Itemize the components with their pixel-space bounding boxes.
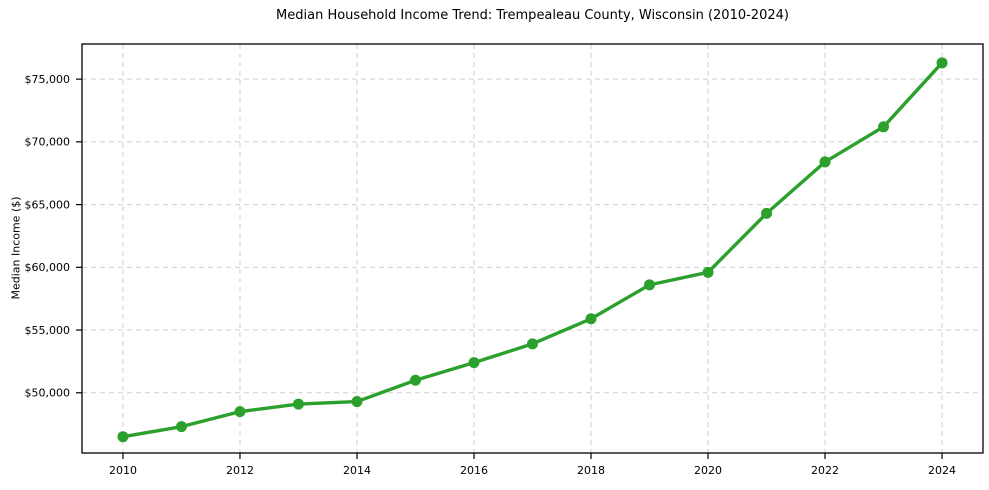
x-tick-label: 2022 xyxy=(811,464,839,477)
data-point-marker xyxy=(292,398,304,410)
data-point-marker xyxy=(175,421,187,433)
data-point-marker xyxy=(585,313,597,325)
x-tick-label: 2016 xyxy=(460,464,488,477)
trend-line xyxy=(121,61,944,439)
y-tick-label: $55,000 xyxy=(25,324,71,337)
y-tick-label: $60,000 xyxy=(25,261,71,274)
y-tick-label: $65,000 xyxy=(25,198,71,211)
data-point-marker xyxy=(468,357,480,369)
data-point-marker xyxy=(819,156,831,168)
data-point-marker xyxy=(409,374,421,386)
y-tick-label: $50,000 xyxy=(25,387,71,400)
data-point-marker xyxy=(234,406,246,418)
data-point-marker xyxy=(878,121,890,133)
x-tick-label: 2014 xyxy=(343,464,371,477)
data-point-marker xyxy=(936,57,948,69)
x-tick-label: 2018 xyxy=(577,464,605,477)
data-point-marker xyxy=(351,396,363,408)
data-point-marker xyxy=(761,207,773,219)
y-tick-label: $70,000 xyxy=(25,136,71,149)
chart-title: Median Household Income Trend: Trempeale… xyxy=(276,8,789,23)
plot-frame xyxy=(81,43,984,454)
x-tick-label: 2020 xyxy=(694,464,722,477)
data-point-marker xyxy=(644,279,656,291)
data-point-marker xyxy=(117,431,129,443)
y-tick-label: $75,000 xyxy=(25,73,71,86)
x-tick-label: 2024 xyxy=(928,464,956,477)
x-tick-label: 2012 xyxy=(226,464,254,477)
data-point-marker xyxy=(527,338,538,350)
x-tick-label: 2010 xyxy=(109,464,137,477)
data-point-marker xyxy=(702,266,714,278)
